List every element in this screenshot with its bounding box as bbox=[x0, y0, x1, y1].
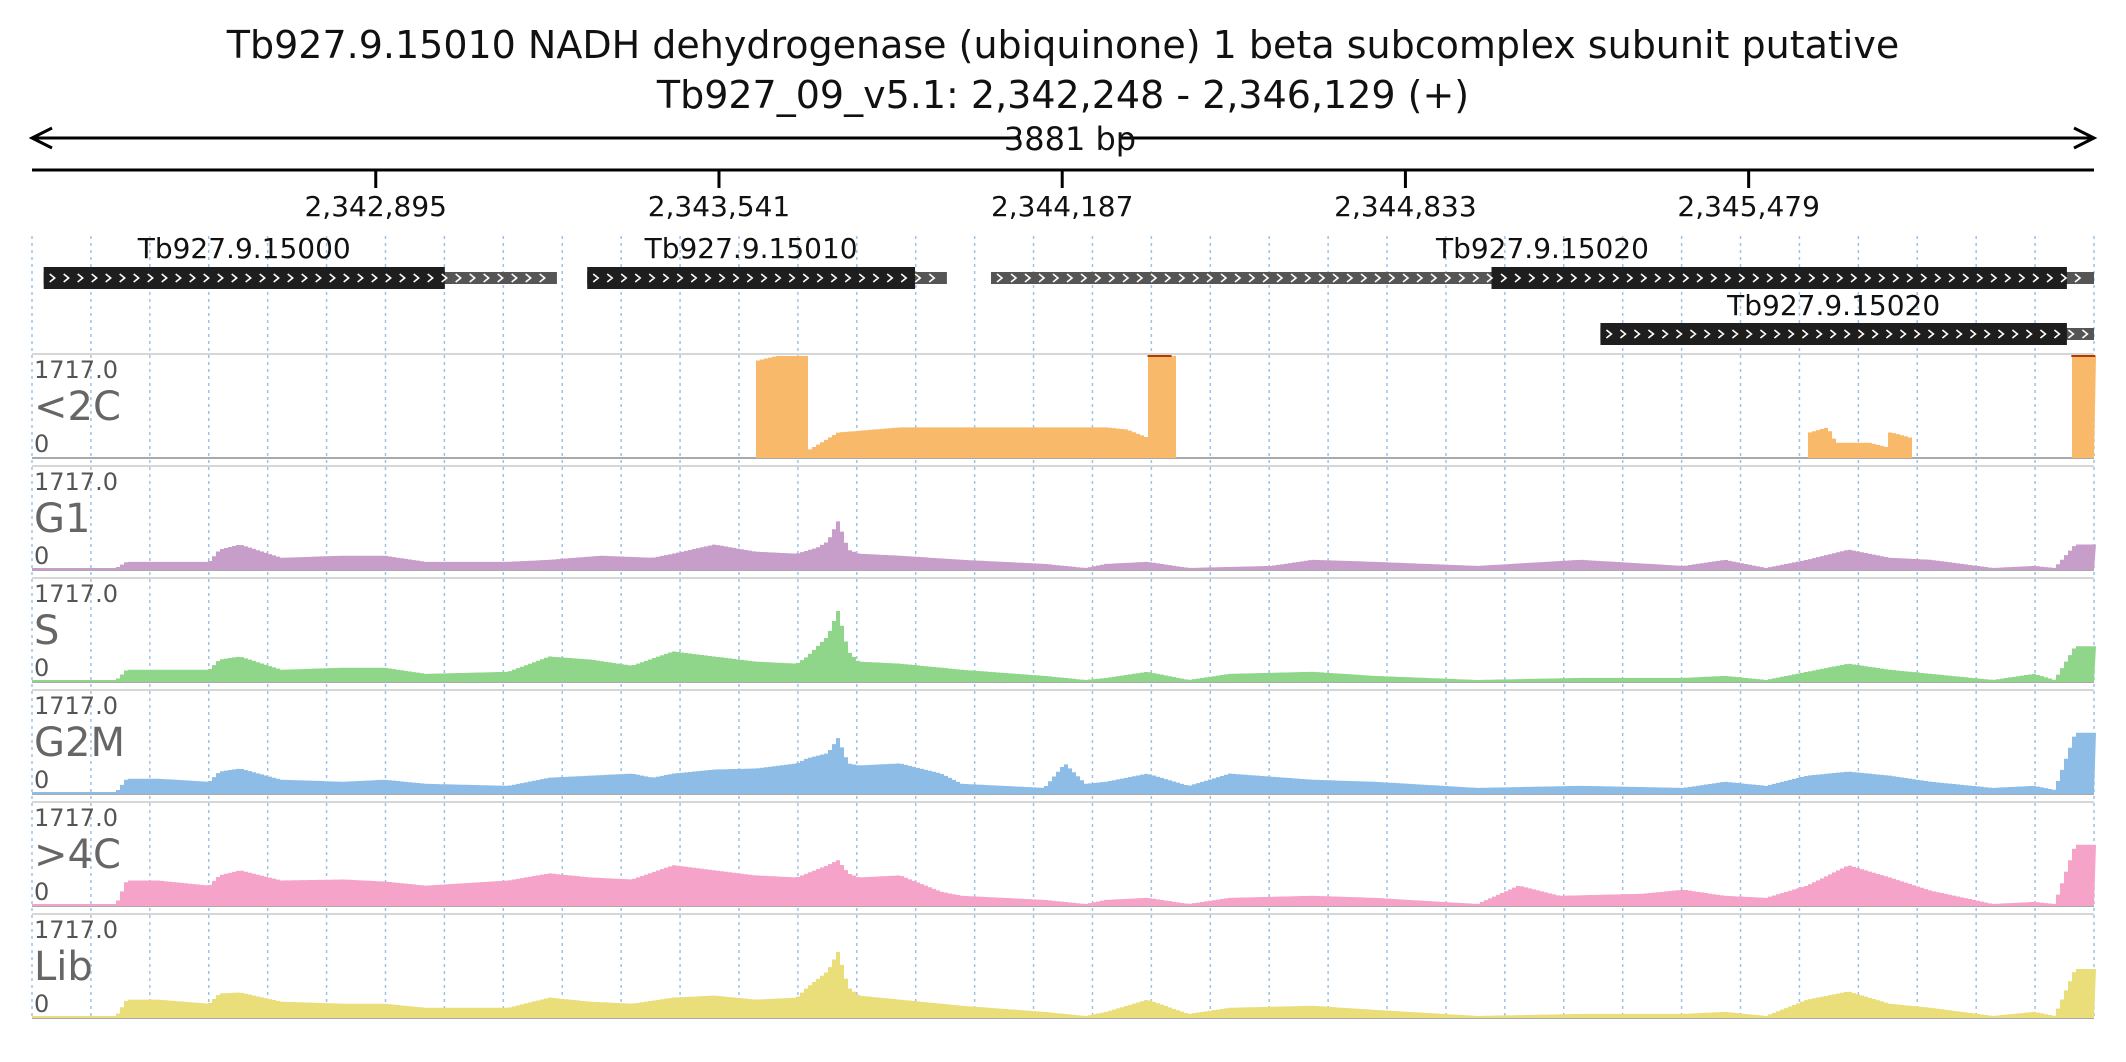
page-title: Tb927.9.15010 NADH dehydrogenase (ubiqui… bbox=[226, 23, 1899, 67]
y-min-label: 0 bbox=[34, 878, 49, 906]
axis-ticks: 2,342,895 2,343,541 2,344,187 2,344,833 2,34… bbox=[304, 170, 1820, 223]
y-min-label: 0 bbox=[34, 654, 49, 682]
region-subtitle: Tb927_09_v5.1: 2,342,248 - 2,346,129 (+) bbox=[656, 73, 1469, 117]
tick-label: 2,344,833 bbox=[1334, 190, 1477, 223]
strand-arrows-icon bbox=[592, 273, 936, 283]
coverage-area bbox=[32, 844, 2096, 906]
y-min-label: 0 bbox=[34, 430, 49, 458]
y-min-label: 0 bbox=[34, 542, 49, 570]
coverage-track: 1717.0<2C0 bbox=[32, 353, 2096, 459]
span-ruler: 3881 bp bbox=[28, 120, 2098, 158]
gene-label: Tb927.9.15020 bbox=[1726, 289, 1940, 322]
gene-cds bbox=[1600, 323, 2067, 345]
gene-cds bbox=[1491, 267, 2067, 289]
y-min-label: 0 bbox=[34, 990, 49, 1018]
gene-label: Tb927.9.15000 bbox=[137, 232, 351, 265]
y-max-label: 1717.0 bbox=[34, 916, 118, 944]
track-name: Lib bbox=[34, 944, 93, 990]
arrow-left-icon bbox=[28, 126, 53, 150]
tick-label: 2,344,187 bbox=[991, 190, 1134, 223]
track-name: >4C bbox=[34, 832, 121, 878]
strand-arrows-icon bbox=[996, 273, 2082, 283]
coverage-area bbox=[32, 732, 2096, 794]
gene-label: Tb927.9.15020 bbox=[1435, 232, 1649, 265]
y-max-label: 1717.0 bbox=[34, 804, 118, 832]
y-max-label: 1717.0 bbox=[34, 468, 118, 496]
gene-feature: Tb927.9.15010 bbox=[587, 232, 947, 289]
gene-cds bbox=[43, 267, 445, 289]
tick-label: 2,342,895 bbox=[304, 190, 447, 223]
y-max-label: 1717.0 bbox=[34, 692, 118, 720]
track-name: S bbox=[34, 608, 59, 654]
track-name: G2M bbox=[34, 720, 125, 766]
y-min-label: 0 bbox=[34, 766, 49, 794]
y-max-label: 1717.0 bbox=[34, 356, 118, 384]
gene-label: Tb927.9.15010 bbox=[644, 232, 858, 265]
coverage-track: 1717.0>4C0 bbox=[32, 801, 2096, 907]
coverage-tracks: 1717.0<2C01717.0G101717.0S01717.0G2M0171… bbox=[32, 353, 2096, 1019]
strand-arrows-icon bbox=[49, 273, 546, 283]
span-label: 3881 bp bbox=[1004, 120, 1136, 158]
coverage-area bbox=[32, 952, 2096, 1018]
gene-feature: Tb927.9.15000 bbox=[43, 232, 557, 289]
arrow-right-icon bbox=[2073, 126, 2098, 150]
tick-label: 2,345,479 bbox=[1677, 190, 1820, 223]
track-name: G1 bbox=[34, 496, 90, 542]
strand-arrows-icon bbox=[1605, 329, 2089, 339]
coverage-area bbox=[32, 611, 2096, 682]
track-name: <2C bbox=[34, 384, 121, 430]
coverage-track: 1717.0S0 bbox=[32, 577, 2096, 683]
gene-feature: Tb927.9.15020 bbox=[1600, 289, 2094, 345]
tick-label: 2,343,541 bbox=[648, 190, 791, 223]
coverage-area bbox=[32, 356, 2096, 458]
gene-track: Tb927.9.15000 Tb927.9.15010 Tb927.9.15020 T… bbox=[43, 232, 2094, 345]
gene-feature: Tb927.9.15020 bbox=[991, 232, 2094, 289]
y-max-label: 1717.0 bbox=[34, 580, 118, 608]
coverage-area bbox=[32, 521, 2096, 570]
